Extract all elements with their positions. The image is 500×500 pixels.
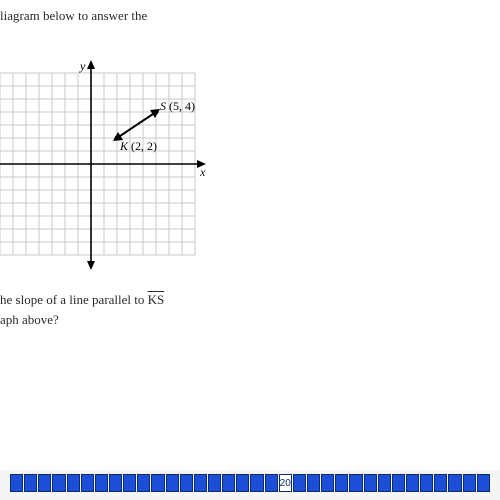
- progress-segment[interactable]: [236, 474, 249, 492]
- progress-segment[interactable]: [123, 474, 136, 492]
- point-k-label: K (2, 2): [119, 139, 157, 153]
- progress-segment[interactable]: [477, 474, 490, 492]
- progress-segment[interactable]: [448, 474, 461, 492]
- axes: [0, 60, 206, 270]
- point-s-label: S (5, 4): [160, 99, 195, 113]
- progress-segment[interactable]: [95, 474, 108, 492]
- progress-segment[interactable]: [194, 474, 207, 492]
- progress-segment[interactable]: [38, 474, 51, 492]
- progress-segment[interactable]: [364, 474, 377, 492]
- progress-segment[interactable]: [434, 474, 447, 492]
- question-line2: aph above?: [0, 312, 59, 327]
- progress-segment[interactable]: [180, 474, 193, 492]
- progress-segment[interactable]: [67, 474, 80, 492]
- progress-segment[interactable]: [293, 474, 306, 492]
- progress-bar[interactable]: 20: [10, 474, 490, 492]
- progress-segment[interactable]: [378, 474, 391, 492]
- progress-segment[interactable]: [81, 474, 94, 492]
- coordinate-graph: x y S (5, 4) K (2, 2): [0, 60, 210, 275]
- progress-segment[interactable]: [208, 474, 221, 492]
- progress-segment[interactable]: [349, 474, 362, 492]
- progress-segment[interactable]: [109, 474, 122, 492]
- progress-segment[interactable]: [335, 474, 348, 492]
- progress-segment[interactable]: [420, 474, 433, 492]
- progress-segment[interactable]: [463, 474, 476, 492]
- progress-segment[interactable]: [222, 474, 235, 492]
- progress-segment[interactable]: [307, 474, 320, 492]
- question-text: he slope of a line parallel to KS aph ab…: [0, 290, 164, 329]
- progress-segment[interactable]: [265, 474, 278, 492]
- progress-segment-current[interactable]: 20: [279, 474, 292, 492]
- progress-segment[interactable]: [52, 474, 65, 492]
- progress-segment[interactable]: [392, 474, 405, 492]
- progress-segment[interactable]: [166, 474, 179, 492]
- instruction-text: liagram below to answer the: [0, 8, 147, 24]
- progress-segment[interactable]: [10, 474, 23, 492]
- question-line1: he slope of a line parallel to: [0, 292, 148, 307]
- x-axis-label: x: [199, 165, 206, 179]
- y-axis-label: y: [79, 60, 86, 73]
- progress-segment[interactable]: [24, 474, 37, 492]
- progress-segment[interactable]: [137, 474, 150, 492]
- progress-segment[interactable]: [406, 474, 419, 492]
- segment-ks-symbol: KS: [148, 292, 165, 307]
- worksheet-page: liagram below to answer the: [0, 0, 500, 470]
- progress-segment[interactable]: [151, 474, 164, 492]
- progress-segment[interactable]: [321, 474, 334, 492]
- progress-segment[interactable]: [250, 474, 263, 492]
